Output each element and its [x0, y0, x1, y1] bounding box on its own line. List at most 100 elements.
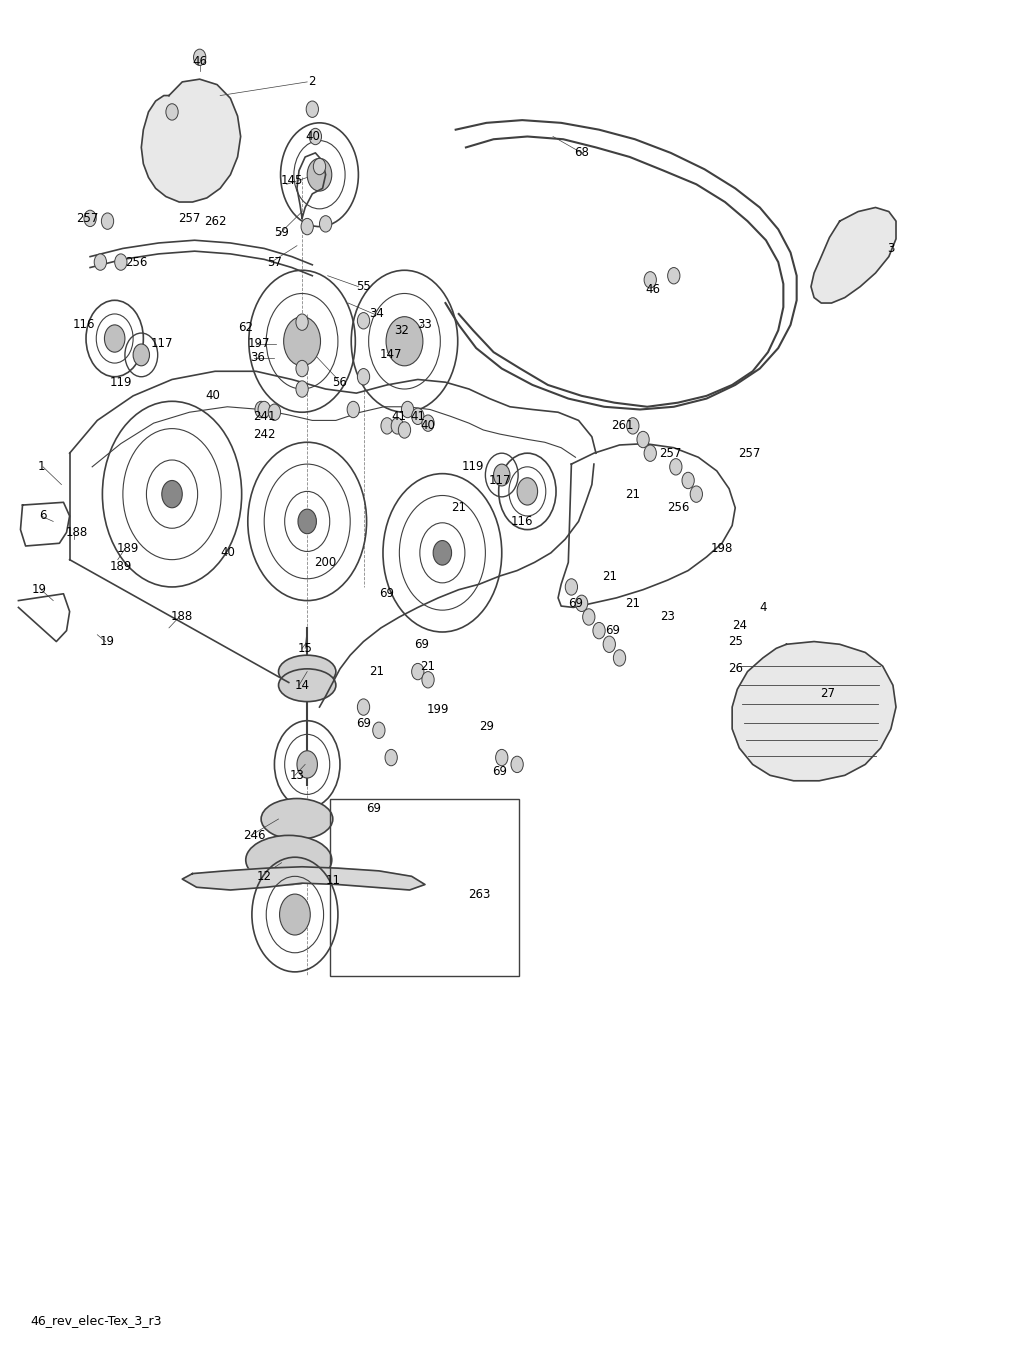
- Text: 24: 24: [732, 618, 746, 632]
- Circle shape: [296, 360, 308, 377]
- Text: 116: 116: [511, 515, 534, 528]
- Circle shape: [670, 459, 682, 475]
- Text: 147: 147: [380, 348, 402, 362]
- Text: 69: 69: [568, 597, 583, 610]
- Polygon shape: [811, 207, 896, 303]
- Text: 19: 19: [100, 635, 115, 648]
- Text: 25: 25: [728, 635, 742, 648]
- Text: 116: 116: [73, 318, 95, 332]
- Circle shape: [412, 408, 424, 425]
- Text: 2: 2: [308, 75, 316, 89]
- Text: 69: 69: [605, 624, 620, 637]
- Text: 6: 6: [39, 509, 47, 523]
- Text: 19: 19: [32, 583, 46, 597]
- Text: 15: 15: [298, 642, 312, 655]
- Text: 21: 21: [421, 659, 435, 673]
- Circle shape: [603, 636, 615, 652]
- Text: 29: 29: [479, 719, 494, 733]
- Text: 21: 21: [452, 501, 466, 515]
- Text: 36: 36: [251, 351, 265, 364]
- Text: 4: 4: [759, 601, 767, 614]
- Text: 257: 257: [738, 446, 761, 460]
- Circle shape: [307, 158, 332, 191]
- Text: 55: 55: [356, 280, 371, 293]
- Circle shape: [613, 650, 626, 666]
- Circle shape: [517, 478, 538, 505]
- Text: 11: 11: [326, 874, 340, 887]
- Circle shape: [357, 699, 370, 715]
- Text: 3: 3: [887, 242, 895, 255]
- Text: 14: 14: [295, 678, 309, 692]
- Text: 12: 12: [257, 870, 271, 883]
- Bar: [330, 799, 519, 976]
- Text: 189: 189: [110, 560, 132, 573]
- Text: 40: 40: [305, 130, 319, 143]
- Circle shape: [309, 128, 322, 145]
- Text: 262: 262: [204, 214, 226, 228]
- Circle shape: [381, 418, 393, 434]
- Circle shape: [583, 609, 595, 625]
- Ellipse shape: [279, 669, 336, 702]
- Circle shape: [627, 418, 639, 434]
- Circle shape: [357, 369, 370, 385]
- Text: 189: 189: [117, 542, 139, 556]
- Text: 119: 119: [110, 375, 132, 389]
- Text: 23: 23: [660, 610, 675, 624]
- Text: 68: 68: [574, 146, 589, 160]
- Circle shape: [511, 756, 523, 773]
- Text: 59: 59: [274, 225, 289, 239]
- Circle shape: [565, 579, 578, 595]
- Text: 1: 1: [37, 460, 45, 474]
- Circle shape: [296, 381, 308, 397]
- Circle shape: [162, 480, 182, 508]
- Text: 32: 32: [394, 324, 409, 337]
- Text: 256: 256: [125, 255, 147, 269]
- Circle shape: [644, 272, 656, 288]
- Circle shape: [385, 749, 397, 766]
- Circle shape: [593, 622, 605, 639]
- Circle shape: [386, 317, 423, 366]
- Text: 256: 256: [667, 501, 689, 515]
- Circle shape: [255, 401, 267, 418]
- Text: 263: 263: [468, 887, 490, 901]
- Circle shape: [258, 401, 270, 418]
- Text: 26: 26: [728, 662, 742, 676]
- Text: 21: 21: [626, 597, 640, 610]
- Text: 145: 145: [281, 173, 303, 187]
- Text: 188: 188: [171, 610, 194, 624]
- Ellipse shape: [246, 835, 332, 885]
- Text: 40: 40: [220, 546, 234, 560]
- Text: 57: 57: [267, 255, 282, 269]
- Polygon shape: [732, 642, 896, 781]
- Text: 197: 197: [248, 337, 270, 351]
- Text: 41: 41: [411, 410, 425, 423]
- Text: 261: 261: [611, 419, 634, 433]
- Circle shape: [433, 541, 452, 565]
- Text: 257: 257: [178, 212, 201, 225]
- Circle shape: [357, 313, 370, 329]
- Circle shape: [422, 672, 434, 688]
- Text: 188: 188: [66, 526, 88, 539]
- Circle shape: [133, 344, 150, 366]
- Circle shape: [690, 486, 702, 502]
- Circle shape: [637, 431, 649, 448]
- Text: 69: 69: [415, 637, 429, 651]
- Circle shape: [347, 401, 359, 418]
- Text: 69: 69: [356, 717, 371, 730]
- Ellipse shape: [279, 655, 336, 688]
- Circle shape: [575, 595, 588, 612]
- Polygon shape: [182, 867, 425, 890]
- Text: 40: 40: [421, 419, 435, 433]
- Circle shape: [166, 104, 178, 120]
- Text: 41: 41: [392, 410, 407, 423]
- Circle shape: [306, 101, 318, 117]
- Circle shape: [297, 751, 317, 778]
- Text: 56: 56: [333, 375, 347, 389]
- Text: 33: 33: [418, 318, 432, 332]
- Circle shape: [101, 213, 114, 229]
- Text: 46: 46: [193, 55, 207, 68]
- Text: 117: 117: [151, 337, 173, 351]
- Circle shape: [422, 415, 434, 431]
- Text: 46_rev_elec-Tex_3_r3: 46_rev_elec-Tex_3_r3: [31, 1313, 162, 1327]
- Circle shape: [268, 404, 281, 420]
